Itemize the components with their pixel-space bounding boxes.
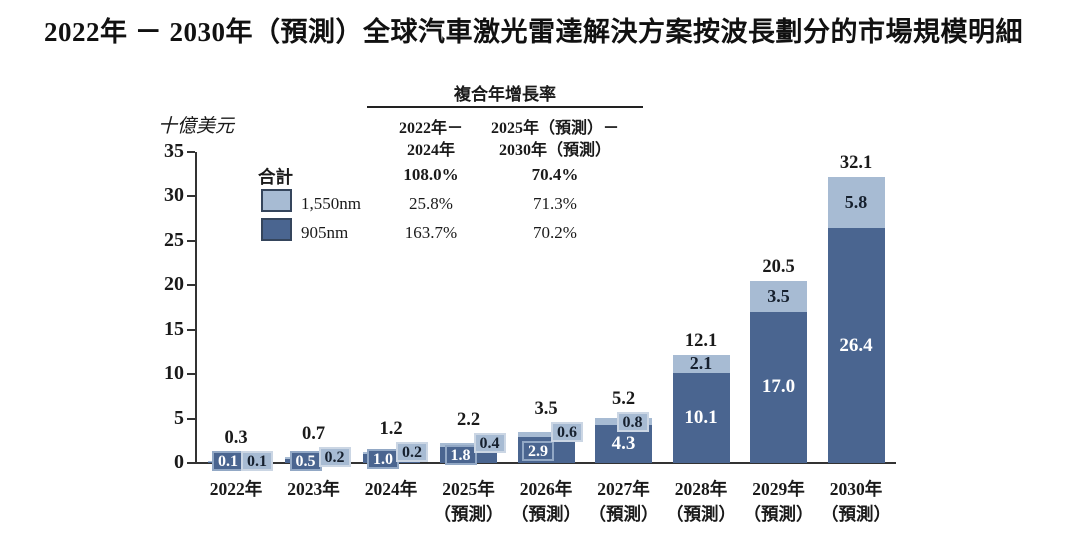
bar-total-label: 12.1: [684, 330, 718, 351]
x-axis-label: 2027年 （預測）: [569, 477, 679, 527]
y-axis-tick: [187, 284, 195, 287]
bar-value-label-905nm: 10.1: [684, 407, 718, 429]
cagr-value-1550nm-1: 25.8%: [409, 194, 453, 213]
bar-value-label-905nm: 1.8: [444, 445, 477, 465]
y-axis-tick: [187, 462, 195, 464]
cagr-value-905nm-1: 163.7%: [404, 223, 458, 242]
x-axis-label-line2: （預測）: [433, 504, 504, 524]
cagr-col-header-2022-2024: 2022年－ 2024年: [371, 118, 491, 162]
y-axis-tick: [187, 195, 195, 198]
x-axis-label-line2: （預測）: [743, 504, 814, 524]
bar-total-label: 1.2: [379, 419, 403, 440]
y-axis-tick-label: 20: [164, 273, 184, 296]
bar-total-label: 0.3: [224, 428, 248, 449]
bar-segment-1550nm: [827, 176, 885, 229]
bar-total-label: 20.5: [762, 256, 795, 277]
x-axis-label-line1: 2030年: [829, 479, 883, 499]
bar-segment-1550nm: [750, 280, 807, 312]
bar-segment-905nm: [827, 228, 885, 463]
bar-value-label-1550nm: 0.4: [473, 433, 506, 454]
y-axis-tick: [187, 328, 195, 331]
cagr-col-header-line: 2022年－: [398, 120, 463, 137]
cagr-value-total-2: 70.4%: [531, 165, 579, 184]
bar-value-label-905nm: 0.5: [289, 450, 322, 471]
bar-value-label-1550nm: 2.1: [689, 353, 713, 374]
x-axis-label: 2023年: [259, 477, 369, 502]
legend-label-905nm: 905nm: [301, 223, 349, 242]
x-axis-label: 2022年: [181, 477, 291, 502]
x-axis-label-line1: 2023年: [287, 479, 340, 499]
cagr-col-header-line: 2030年（預測）: [498, 142, 611, 159]
cagr-col-header-line: 2025年（預測）－: [490, 120, 619, 137]
x-axis-label-line1: 2024年: [364, 479, 418, 499]
y-axis-tick-label: 15: [164, 317, 184, 340]
page-title: 2022年 － 2030年（預測）全球汽車激光雷達解決方案按波長劃分的市場規模明…: [44, 17, 1023, 47]
bar-total-label: 2.2: [456, 410, 481, 431]
legend-label-1550nm: 1,550nm: [301, 194, 361, 213]
x-axis-label-line2: （預測）: [821, 504, 891, 524]
bar-segment-1550nm: [517, 431, 575, 438]
bar-value-label-1550nm: 5.8: [844, 192, 868, 213]
y-axis-tick: [187, 373, 195, 376]
y-axis-tick-label: 25: [164, 228, 184, 251]
y-axis-tick: [187, 239, 195, 242]
y-axis-tick: [187, 417, 195, 420]
x-axis-label: 2025年 （預測）: [414, 477, 524, 527]
bar-total-label: 32.1: [839, 152, 873, 173]
x-axis-label-line1: 2029年: [752, 479, 805, 499]
bar-value-label-1550nm: 0.2: [318, 446, 351, 467]
x-axis-label-line2: （預測）: [666, 504, 736, 524]
x-axis-label-line1: 2025年: [442, 479, 495, 499]
bar-value-label-905nm: 1.0: [367, 448, 399, 469]
bar-value-label-905nm: 4.3: [611, 432, 636, 454]
y-axis-tick-label: 0: [174, 451, 184, 473]
y-axis-tick-label: 10: [164, 362, 184, 385]
bar-value-label-1550nm: 0.2: [396, 442, 428, 463]
x-axis-label: 2024年: [336, 477, 446, 502]
bar-segment-905nm: [750, 311, 807, 463]
x-axis-label: 2028年 （預測）: [646, 477, 756, 527]
bar-value-label-905nm: 17.0: [761, 376, 796, 398]
x-axis-label-line2: （預測）: [511, 504, 581, 524]
y-axis-tick-label: 5: [174, 406, 184, 429]
bar-value-label-905nm: 26.4: [839, 334, 873, 356]
cagr-table-header: 複合年增長率: [454, 85, 556, 104]
cagr-col-header-line: 2024年: [406, 142, 455, 159]
bar-value-label-1550nm: 0.8: [616, 411, 649, 432]
bar-value-label-905nm: 2.9: [522, 441, 554, 461]
bar-segment-1550nm: [672, 354, 730, 374]
y-axis-unit-label: 十億美元: [158, 116, 235, 137]
y-axis-tick-label: 35: [164, 140, 184, 162]
y-axis-tick-label: 30: [164, 184, 184, 207]
x-axis-label: 2030年 （預測）: [801, 477, 911, 527]
y-axis-line: [195, 152, 197, 463]
x-axis-label-line1: 2026年: [519, 479, 573, 499]
cagr-value-total-1: 108.0%: [403, 165, 459, 184]
bar-value-label-1550nm: 3.5: [767, 285, 790, 306]
x-axis-label-line1: 2028年: [674, 479, 728, 499]
x-axis-line: [195, 462, 896, 464]
legend-swatch-1550nm: [261, 189, 292, 212]
bar-segment-905nm: [672, 373, 730, 463]
legend-total-label: 合計: [258, 167, 293, 187]
bar-value-label-1550nm: 0.1: [241, 451, 273, 472]
cagr-col-header-2025-2030: 2025年（預測）－ 2030年（預測）: [470, 118, 640, 162]
bar-value-label-905nm: 0.1: [212, 451, 244, 471]
bar-total-label: 3.5: [534, 398, 558, 419]
cagr-value-1550nm-2: 71.3%: [533, 194, 577, 213]
legend-swatch-905nm: [261, 218, 292, 241]
y-axis-tick: [187, 151, 195, 153]
bar-total-label: 0.7: [301, 423, 326, 444]
bar-total-label: 5.2: [611, 388, 636, 409]
bar-value-label-1550nm: 0.6: [551, 421, 583, 442]
cagr-header-underline: [367, 106, 643, 108]
x-axis-label: 2026年 （預測）: [491, 477, 601, 527]
cagr-value-905nm-2: 70.2%: [533, 223, 577, 242]
x-axis-label: 2029年 （預測）: [724, 477, 834, 527]
x-axis-label-line1: 2027年: [597, 479, 650, 499]
x-axis-label-line2: （預測）: [588, 504, 659, 524]
x-axis-label-line1: 2022年: [209, 479, 263, 499]
